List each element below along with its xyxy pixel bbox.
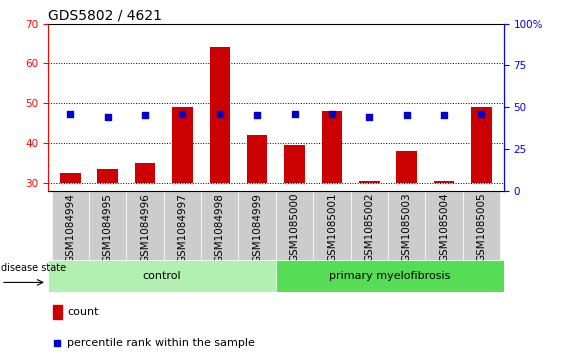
Point (365, 114, 374, 120)
Bar (313, 191, 351, 260)
Bar (97, 169, 118, 183)
Bar (201, 191, 239, 260)
Bar (164, 191, 201, 260)
Text: percentile rank within the sample: percentile rank within the sample (67, 338, 255, 348)
Point (103, 114, 112, 120)
Bar (276, 260, 504, 292)
Text: GSM1085003: GSM1085003 (401, 193, 412, 262)
Text: GSM1085004: GSM1085004 (439, 193, 449, 262)
Text: GSM1084996: GSM1084996 (140, 193, 150, 262)
Bar (239, 191, 276, 260)
Point (328, 111, 337, 117)
Text: GSM1084999: GSM1084999 (252, 193, 262, 262)
Point (66, 111, 75, 117)
Text: control: control (142, 271, 181, 281)
Bar (172, 107, 193, 183)
Bar (48, 260, 276, 292)
Text: GSM1085001: GSM1085001 (327, 193, 337, 262)
Point (215, 111, 224, 117)
Bar (463, 191, 500, 260)
Text: GDS5802 / 4621: GDS5802 / 4621 (48, 8, 162, 23)
Text: GSM1084997: GSM1084997 (177, 193, 187, 262)
Text: GSM1084994: GSM1084994 (65, 193, 75, 262)
Bar (321, 111, 342, 183)
Bar (359, 181, 379, 183)
Bar (135, 163, 155, 183)
Text: GSM1085000: GSM1085000 (289, 193, 300, 262)
Point (53, 340, 62, 346)
Bar (434, 181, 454, 183)
Bar (53, 305, 61, 319)
Text: GSM1085002: GSM1085002 (364, 193, 374, 262)
Bar (126, 191, 164, 260)
Point (178, 111, 187, 117)
Point (477, 111, 486, 117)
Bar (284, 145, 305, 183)
Bar (89, 191, 126, 260)
Bar (276, 191, 313, 260)
Bar (209, 48, 230, 183)
Bar (60, 173, 81, 183)
Point (402, 113, 411, 118)
Bar (426, 191, 463, 260)
Text: disease state: disease state (1, 263, 66, 273)
Point (290, 111, 299, 117)
Point (440, 113, 449, 118)
Bar (351, 191, 388, 260)
Bar (396, 151, 417, 183)
Text: GSM1084998: GSM1084998 (215, 193, 225, 262)
Text: primary myelofibrosis: primary myelofibrosis (329, 271, 450, 281)
Bar (388, 191, 426, 260)
Bar (471, 107, 491, 183)
Bar (52, 191, 89, 260)
Bar (247, 135, 267, 183)
Text: GSM1085005: GSM1085005 (476, 193, 486, 262)
Text: GSM1084995: GSM1084995 (102, 193, 113, 262)
Text: count: count (67, 307, 99, 317)
Point (141, 113, 150, 118)
Point (253, 113, 262, 118)
